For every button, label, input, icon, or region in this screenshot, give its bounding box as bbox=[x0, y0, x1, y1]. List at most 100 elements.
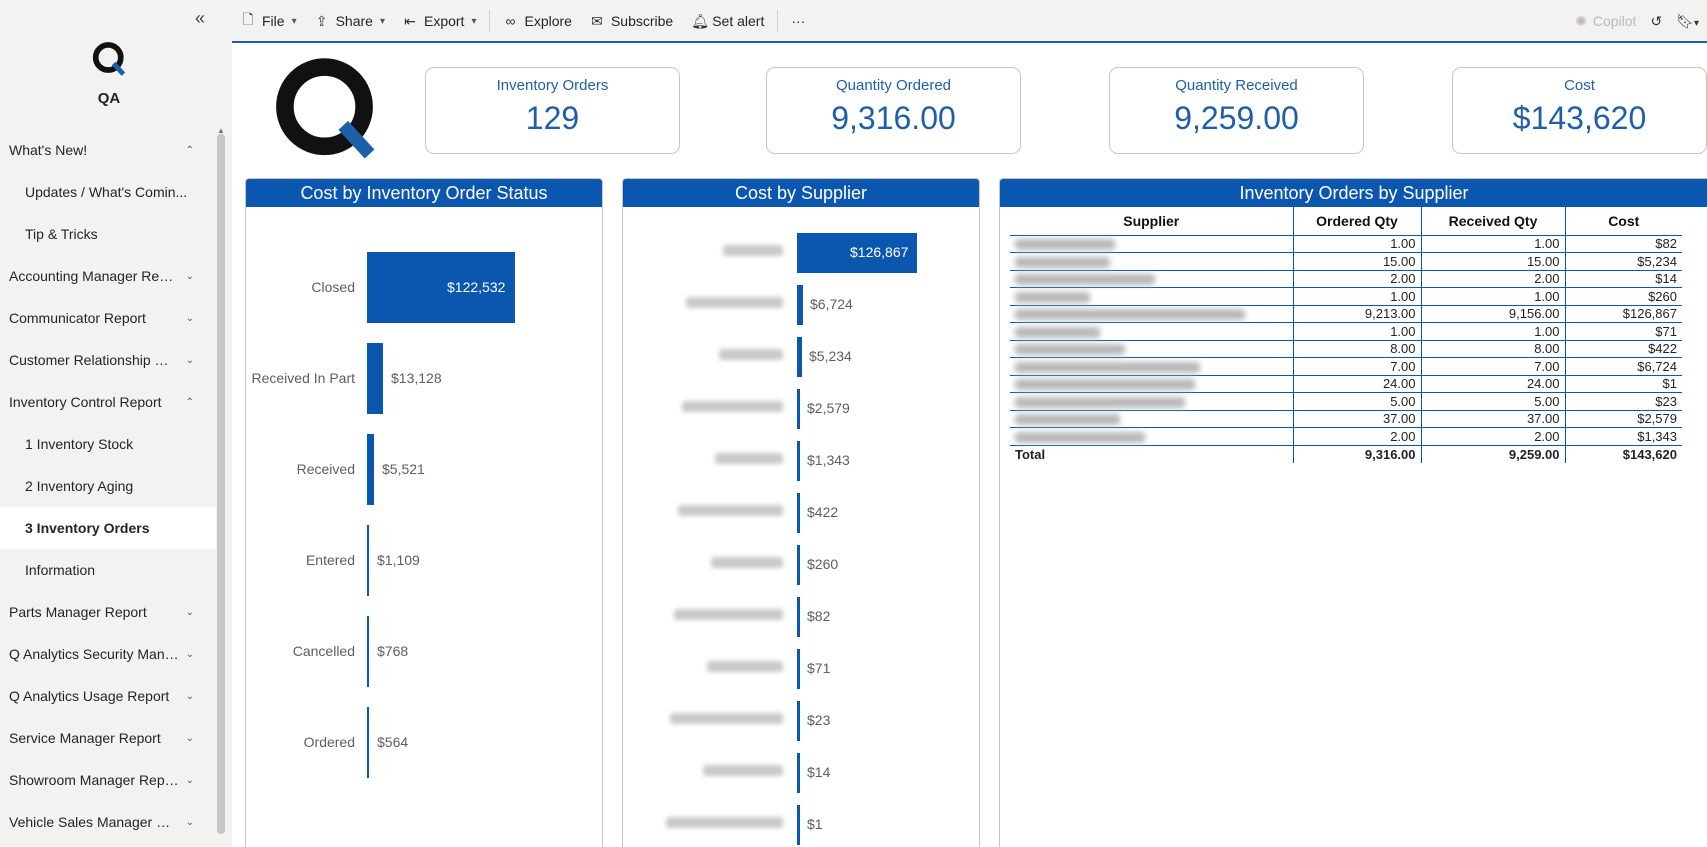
nav-item[interactable]: Parts Manager Report ⌄ bbox=[0, 591, 216, 633]
table-cell: $422 bbox=[1564, 340, 1682, 358]
nav-item[interactable]: Showroom Manager Report ⌄ bbox=[0, 759, 216, 801]
kpi-title: Cost bbox=[1564, 77, 1595, 94]
redacted-supplier-name bbox=[1015, 239, 1115, 251]
kpi-card-quantity-ordered[interactable]: Quantity Ordered 9,316.00 bbox=[766, 67, 1021, 154]
category-label: Closed bbox=[311, 278, 355, 295]
bar[interactable] bbox=[367, 616, 369, 687]
explore-label: Explore bbox=[524, 13, 572, 29]
table-title: Inventory Orders by Supplier bbox=[1000, 179, 1707, 207]
nav-item[interactable]: 2 Inventory Aging bbox=[0, 465, 216, 507]
total-cell: $143,620 bbox=[1564, 445, 1682, 463]
chart-cost-by-supplier[interactable]: Cost by Supplier $126,867 $6,724 $5,234 $2,… bbox=[622, 178, 980, 847]
table-cell: 1.00 bbox=[1420, 322, 1565, 341]
scroll-up-arrow-icon[interactable]: ▲ bbox=[217, 126, 225, 135]
bar[interactable] bbox=[797, 805, 800, 845]
nav-item[interactable]: Inventory Control Report ⌃ bbox=[0, 381, 216, 423]
table-row[interactable]: 7.00 7.00 $6,724 bbox=[1010, 357, 1682, 376]
more-options-button[interactable]: ··· bbox=[782, 6, 814, 36]
table-wrapper: Supplier Ordered Qty Received Qty Cost 1.00… bbox=[1010, 207, 1690, 463]
bar[interactable] bbox=[797, 441, 800, 481]
explore-button[interactable]: ∞ Explore bbox=[494, 6, 580, 36]
table-row[interactable]: 2.00 2.00 $14 bbox=[1010, 270, 1682, 288]
table-row[interactable]: 5.00 5.00 $23 bbox=[1010, 392, 1682, 411]
bar[interactable] bbox=[797, 389, 800, 429]
category-label bbox=[666, 817, 783, 828]
table-row[interactable]: 1.00 1.00 $82 bbox=[1010, 235, 1682, 253]
chevron-down-icon: ⌄ bbox=[185, 816, 194, 828]
table-cell: 1.00 bbox=[1292, 235, 1421, 253]
share-menu[interactable]: ⇪ Share ▾ bbox=[306, 6, 394, 36]
bar[interactable] bbox=[797, 597, 800, 637]
category-label: Received bbox=[296, 460, 355, 477]
report-canvas: Inventory Orders 129 Quantity Ordered 9,… bbox=[232, 43, 1707, 847]
sidebar-scrollbar[interactable] bbox=[217, 134, 225, 834]
subscribe-label: Subscribe bbox=[610, 13, 674, 29]
collapse-sidebar-icon[interactable]: « bbox=[195, 8, 206, 28]
table-row[interactable]: 1.00 1.00 $260 bbox=[1010, 287, 1682, 306]
table-cell: 37.00 bbox=[1292, 410, 1421, 428]
category-label: Received In Part bbox=[251, 369, 356, 386]
nav-item[interactable]: Communicator Report ⌄ bbox=[0, 297, 216, 339]
bar[interactable] bbox=[797, 233, 917, 273]
table-cell: $5,234 bbox=[1564, 252, 1682, 271]
column-header[interactable]: Cost bbox=[1564, 207, 1682, 236]
nav-item[interactable]: Updates / What's Comin... bbox=[0, 171, 216, 213]
bookmark-icon[interactable]: 🔖︎▾ bbox=[1676, 12, 1699, 29]
chevron-down-icon: ⌄ bbox=[185, 774, 194, 786]
nav-item[interactable]: 1 Inventory Stock bbox=[0, 423, 216, 465]
column-header[interactable]: Received Qty bbox=[1420, 207, 1565, 236]
column-header[interactable]: Supplier bbox=[1010, 207, 1293, 236]
nav-list: What's New! ⌃ Updates / What's Comin... Tip… bbox=[0, 129, 216, 843]
bar[interactable] bbox=[797, 649, 800, 689]
table-row[interactable]: 8.00 8.00 $422 bbox=[1010, 340, 1682, 358]
bar[interactable] bbox=[367, 525, 369, 596]
table-row[interactable]: 2.00 2.00 $1,343 bbox=[1010, 427, 1682, 446]
chart-cost-by-status[interactable]: Cost by Inventory Order Status Closed $12… bbox=[245, 178, 603, 847]
bar[interactable] bbox=[797, 753, 800, 793]
nav-item[interactable]: Tip & Tricks bbox=[0, 213, 216, 255]
export-menu[interactable]: ⇤ Export ▾ bbox=[394, 6, 486, 36]
table-row[interactable]: 37.00 37.00 $2,579 bbox=[1010, 410, 1682, 428]
category-label bbox=[686, 297, 783, 308]
table-cell: 2.00 bbox=[1292, 270, 1421, 288]
table-row[interactable]: 24.00 24.00 $1 bbox=[1010, 375, 1682, 393]
nav-item[interactable]: What's New! ⌃ bbox=[0, 129, 216, 171]
kpi-card-quantity-received[interactable]: Quantity Received 9,259.00 bbox=[1109, 67, 1364, 154]
bar[interactable] bbox=[367, 434, 374, 505]
bar[interactable] bbox=[797, 285, 803, 325]
nav-item[interactable]: Accounting Manager Report ⌄ bbox=[0, 255, 216, 297]
kpi-card-inventory-orders[interactable]: Inventory Orders 129 bbox=[425, 67, 680, 154]
table-row[interactable]: 9,213.00 9,156.00 $126,867 bbox=[1010, 305, 1682, 323]
copilot-button[interactable]: ✺ Copilot bbox=[1575, 13, 1636, 30]
nav-item[interactable]: Q Analytics Usage Report ⌄ bbox=[0, 675, 216, 717]
set-alert-button[interactable]: 🔔︎ Set alert bbox=[682, 6, 773, 36]
bar[interactable] bbox=[797, 493, 800, 533]
bar[interactable] bbox=[797, 337, 802, 377]
subscribe-button[interactable]: ✉ Subscribe bbox=[581, 6, 682, 36]
table-row[interactable]: 1.00 1.00 $71 bbox=[1010, 322, 1682, 341]
redacted-supplier-name bbox=[1015, 396, 1185, 408]
supplier-cell bbox=[1010, 340, 1293, 358]
bar[interactable] bbox=[797, 701, 800, 741]
bar[interactable] bbox=[797, 545, 800, 585]
nav-item[interactable]: Customer Relationship Ma... ⌄ bbox=[0, 339, 216, 381]
reset-icon[interactable]: ↺ bbox=[1650, 12, 1663, 29]
file-menu[interactable]: 🗋 File ▾ bbox=[232, 6, 306, 36]
table-orders-by-supplier[interactable]: Inventory Orders by Supplier Supplier Ord… bbox=[999, 178, 1707, 847]
toolbar: 🗋 File ▾ ⇪ Share ▾ ⇤ Export ▾ ∞ Explore … bbox=[232, 0, 1707, 42]
nav-item[interactable]: 3 Inventory Orders bbox=[0, 507, 216, 549]
nav-item[interactable]: Q Analytics Security Mana... ⌄ bbox=[0, 633, 216, 675]
bar[interactable] bbox=[367, 252, 515, 323]
kpi-card-cost[interactable]: Cost $143,620 bbox=[1452, 67, 1707, 154]
supplier-cell bbox=[1010, 270, 1293, 288]
nav-item[interactable]: Service Manager Report ⌄ bbox=[0, 717, 216, 759]
table-total-row: Total 9,316.00 9,259.00 $143,620 bbox=[1010, 445, 1682, 463]
bar[interactable] bbox=[367, 343, 383, 414]
table-row[interactable]: 15.00 15.00 $5,234 bbox=[1010, 252, 1682, 271]
data-label: $5,521 bbox=[382, 460, 425, 477]
nav-item-label: Communicator Report bbox=[9, 310, 146, 326]
nav-item[interactable]: Information bbox=[0, 549, 216, 591]
column-header[interactable]: Ordered Qty bbox=[1292, 207, 1421, 236]
nav-item[interactable]: Vehicle Sales Manager Rep... ⌄ bbox=[0, 801, 216, 843]
bar[interactable] bbox=[367, 707, 369, 778]
